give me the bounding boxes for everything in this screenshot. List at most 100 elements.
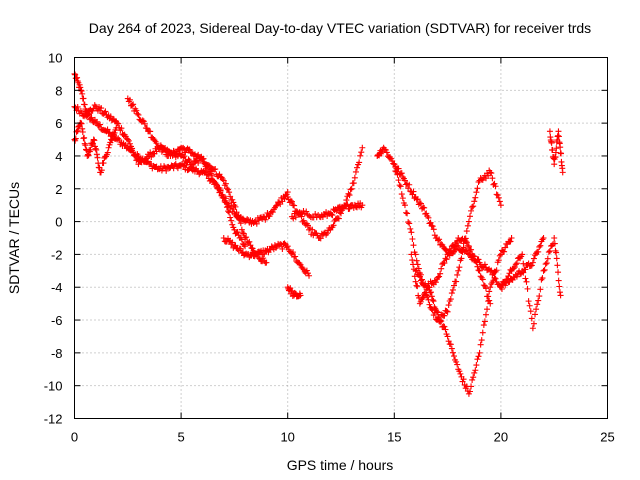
series-arc-9 <box>374 144 547 293</box>
data-point-interp <box>426 301 433 308</box>
data-point-interp <box>456 264 463 271</box>
data-point <box>551 235 558 241</box>
data-point-interp <box>304 270 311 277</box>
data-point-interp <box>542 261 549 268</box>
data-point-interp <box>83 113 90 120</box>
data-point-interp <box>556 283 563 290</box>
data-point-interp <box>513 273 520 280</box>
data-point-interp <box>539 236 546 243</box>
data-point-interp <box>504 276 511 283</box>
data-point-interp <box>530 255 537 262</box>
data-point-interp <box>507 238 514 245</box>
data-point-interp <box>458 255 465 262</box>
data-point-interp <box>98 105 105 112</box>
data-point-interp <box>126 140 133 147</box>
data-point-interp <box>229 239 236 246</box>
data-point <box>444 308 451 315</box>
data-point-interp <box>133 107 140 114</box>
data-point-interp <box>551 240 558 247</box>
data-point-interp <box>438 318 445 325</box>
data-point-interp <box>111 129 118 136</box>
data-point <box>497 202 504 209</box>
data-point-interp <box>482 285 489 292</box>
data-point-interp <box>417 200 424 207</box>
data-point-interp <box>409 191 416 198</box>
data-point-interp <box>240 230 247 237</box>
data-point-interp <box>539 275 546 282</box>
data-point-interp <box>553 249 560 256</box>
data-point-interp <box>475 179 482 186</box>
data-point-interp <box>513 260 520 267</box>
data-point-interp <box>230 199 237 206</box>
data-point-interp <box>415 271 422 278</box>
data-point <box>540 267 547 274</box>
chart-title: Day 264 of 2023, Sidereal Day-to-day VTE… <box>89 20 591 36</box>
data-point-interp <box>227 193 234 200</box>
data-point-interp <box>469 376 476 383</box>
y-tick-label: -12 <box>44 412 63 427</box>
data-point-interp <box>454 271 461 278</box>
data-point-interp <box>454 361 461 368</box>
data-point-interp <box>490 277 497 284</box>
data-point-interp <box>437 270 444 277</box>
data-point-interp <box>126 96 133 103</box>
data-point-interp <box>456 368 463 375</box>
data-point-interp <box>486 297 493 304</box>
data-point-interp <box>450 282 457 289</box>
data-point-interp <box>517 271 524 278</box>
data-point-interp <box>290 249 297 256</box>
data-point-interp <box>113 124 120 131</box>
data-point <box>476 267 483 274</box>
data-point-interp <box>447 247 454 254</box>
data-point-interp <box>410 261 417 268</box>
y-tick-label: -4 <box>51 280 63 295</box>
data-point-interp <box>72 135 79 142</box>
data-point-interp <box>486 288 493 295</box>
data-point-interp <box>88 114 95 121</box>
data-point-interp <box>172 160 179 167</box>
data-point-interp <box>474 356 481 363</box>
data-point-interp <box>495 194 502 201</box>
data-point-interp <box>437 318 444 325</box>
data-point <box>508 235 515 241</box>
data-point-interp <box>212 180 219 187</box>
data-point-interp <box>216 171 223 178</box>
series-arc-14 <box>546 128 566 176</box>
data-point-interp <box>436 273 443 280</box>
y-tick-label: 4 <box>55 149 62 164</box>
data-point-interp <box>279 245 286 252</box>
data-point-interp <box>501 248 508 255</box>
data-point-interp <box>392 168 399 175</box>
data-point-interp <box>488 170 495 177</box>
data-point-interp <box>535 297 542 304</box>
data-point-interp <box>471 253 478 260</box>
data-point-interp <box>290 215 297 222</box>
data-point <box>487 169 494 176</box>
data-point-interp <box>201 160 208 167</box>
data-point-interp <box>81 101 88 108</box>
data-point-interp <box>105 130 112 137</box>
data-point <box>284 193 291 200</box>
data-point <box>90 136 97 143</box>
data-point-interp <box>472 194 479 201</box>
data-point-interp <box>390 160 397 167</box>
data-point-interp <box>438 265 445 272</box>
data-point-interp <box>450 244 457 251</box>
data-point-interp <box>246 238 253 245</box>
data-point-interp <box>358 149 365 156</box>
data-point-interp <box>445 302 452 309</box>
data-point-interp <box>226 189 233 196</box>
y-tick-label: 6 <box>55 116 62 131</box>
data-point-interp <box>548 139 555 146</box>
data-point-interp <box>537 242 544 249</box>
data-point-interp <box>441 260 448 267</box>
plot-frame <box>74 57 608 419</box>
data-point <box>263 259 270 266</box>
data-point-interp <box>291 202 298 209</box>
data-point-interp <box>143 125 150 132</box>
data-point-interp <box>356 159 363 166</box>
data-point-interp <box>494 192 501 199</box>
data-point-interp <box>532 311 539 318</box>
data-point-interp <box>466 213 473 220</box>
data-point-interp <box>528 315 535 322</box>
